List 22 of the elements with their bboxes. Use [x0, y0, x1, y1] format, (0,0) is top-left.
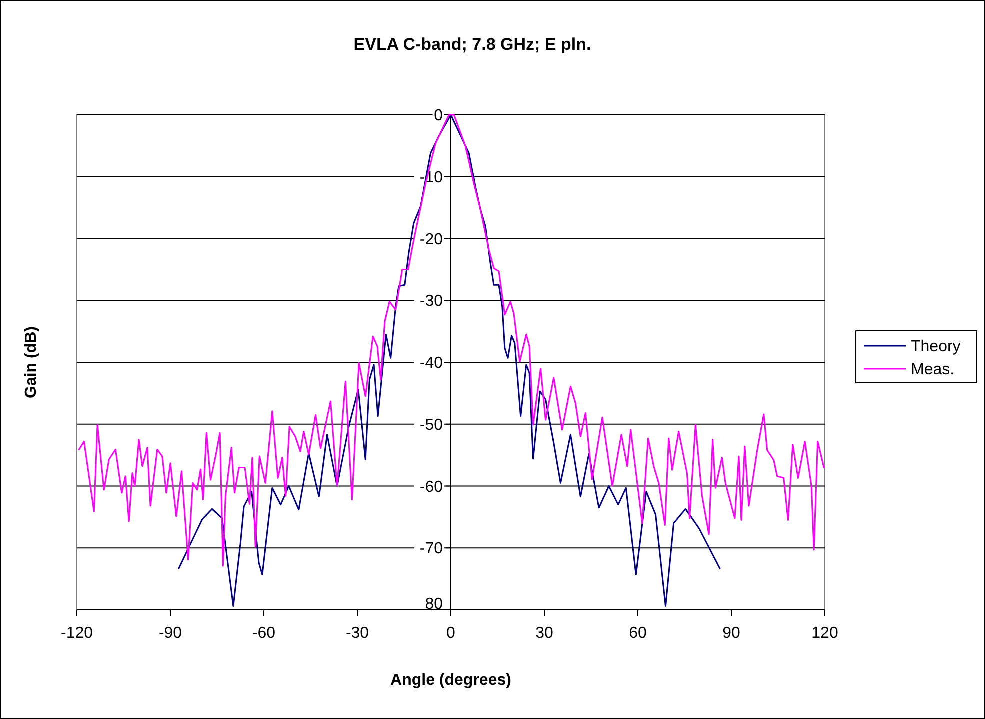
x-tick-label: -90 [158, 625, 182, 642]
y-tick-label: 0 [434, 108, 444, 125]
y-tick-label: -70 [420, 540, 444, 558]
legend-label: Meas. [911, 362, 955, 379]
x-tick-label: -30 [346, 625, 370, 642]
legend-label: Theory [911, 338, 961, 356]
x-axis-title: Angle (degrees) [390, 672, 512, 689]
y-tick-label: 80 [425, 596, 444, 614]
y-tick-label: -50 [420, 416, 444, 434]
x-tick-label: 90 [722, 625, 740, 642]
x-tick-label: 30 [536, 625, 554, 642]
y-tick-label: -40 [420, 355, 444, 372]
y-tick-label: -60 [420, 478, 444, 496]
x-tick-label: -120 [60, 625, 94, 642]
x-tick-label: 120 [812, 625, 838, 642]
y-axis-title: Gain (dB) [23, 326, 40, 398]
chart-title: EVLA C-band; 7.8 GHz; E pln. [354, 35, 592, 54]
y-tick-label: -30 [420, 293, 444, 310]
x-tick-label: -60 [252, 625, 276, 642]
x-tick-label: 0 [446, 625, 456, 642]
x-tick-label: 60 [629, 625, 647, 642]
y-tick-label: -20 [420, 231, 444, 248]
